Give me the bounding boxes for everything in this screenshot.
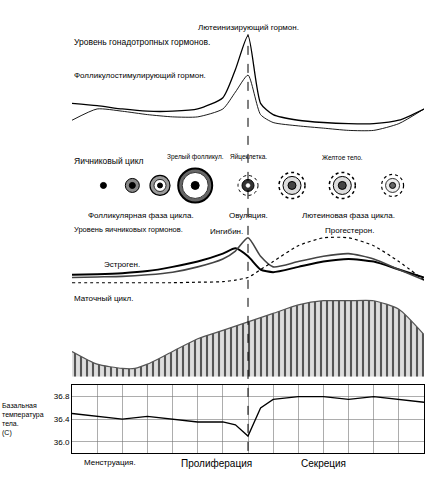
svg-text:Фолликулостимулирующий гормон.: Фолликулостимулирующий гормон. xyxy=(74,71,206,80)
svg-text:36.8: 36.8 xyxy=(54,392,70,401)
svg-text:Яйцеклетка.: Яйцеклетка. xyxy=(230,153,267,161)
svg-text:Эстроген.: Эстроген. xyxy=(104,260,140,269)
svg-text:Желтое тело.: Желтое тело. xyxy=(322,154,363,161)
svg-text:Секреция: Секреция xyxy=(301,458,346,469)
svg-text:Прогестерон.: Прогестерон. xyxy=(325,226,374,235)
svg-text:Ингибин.: Ингибин. xyxy=(210,227,243,236)
svg-text:Уровень гонадотропных гормонов: Уровень гонадотропных гормонов. xyxy=(74,37,210,47)
svg-text:Яичниковый цикл: Яичниковый цикл xyxy=(74,156,143,166)
svg-text:Уровень яичниковых гормонов.: Уровень яичниковых гормонов. xyxy=(74,225,183,234)
svg-text:Менструация.: Менструация. xyxy=(84,458,136,467)
svg-text:Лютеинизирующий гормон.: Лютеинизирующий гормон. xyxy=(198,23,299,32)
svg-text:Базальнаятемпературатела.(С): Базальнаятемпературатела.(С) xyxy=(2,402,44,437)
svg-text:36.4: 36.4 xyxy=(54,415,70,424)
svg-text:Пролиферация: Пролиферация xyxy=(181,458,252,469)
svg-text:Зрелый фолликул.: Зрелый фолликул. xyxy=(167,153,224,161)
svg-text:36.0: 36.0 xyxy=(54,438,70,447)
svg-text:Овуляция.: Овуляция. xyxy=(229,211,268,220)
svg-text:Лютеиновая фаза цикла.: Лютеиновая фаза цикла. xyxy=(302,211,395,220)
svg-text:Маточный цикл.: Маточный цикл. xyxy=(74,294,133,303)
svg-text:Фолликулярная фаза цикла.: Фолликулярная фаза цикла. xyxy=(88,211,194,220)
